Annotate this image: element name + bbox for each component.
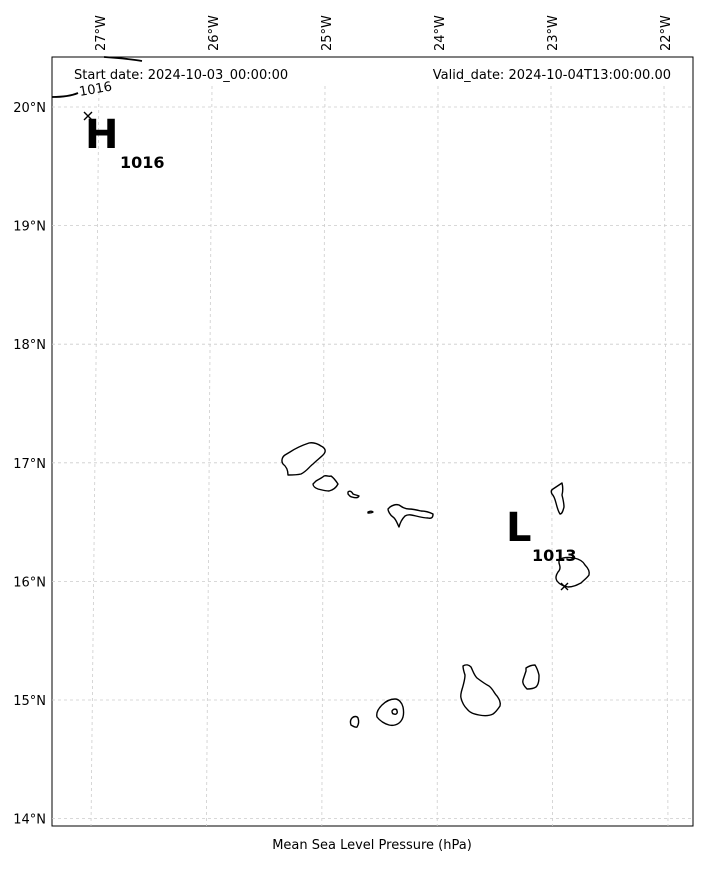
- longitude-tick-label: 24°W: [433, 15, 448, 51]
- coastlines: [281, 442, 590, 728]
- island-santa-luzia: [347, 490, 360, 499]
- latitude-tick-label: 15°N: [13, 694, 46, 709]
- isobar-label-1016: 1016: [78, 79, 113, 100]
- latitude-tick-labels: 20°N 19°N 18°N 17°N 16°N 15°N 14°N: [13, 101, 46, 828]
- low-pressure-value: 1013: [532, 546, 577, 565]
- graticule: [52, 85, 693, 827]
- island-boa-vista: [555, 556, 590, 588]
- island-sal: [550, 482, 565, 515]
- longitude-tick-label: 26°W: [207, 15, 222, 51]
- low-pressure-letter: L: [506, 505, 532, 551]
- island-brava: [349, 715, 360, 728]
- isobar-line-upper: [103, 56, 143, 62]
- high-center-marker: [83, 111, 93, 121]
- high-pressure-letter: H: [85, 112, 118, 158]
- isobar-line-left: [51, 92, 79, 98]
- longitude-tick-label: 25°W: [320, 15, 335, 51]
- low-pressure-center: L 1013: [506, 505, 577, 591]
- high-pressure-value: 1016: [120, 153, 165, 172]
- latitude-tick-label: 19°N: [13, 220, 46, 235]
- island-sao-vicente: [312, 475, 339, 492]
- island-sao-nicolau: [387, 503, 434, 528]
- island-branco: [367, 510, 374, 514]
- island-maio: [522, 664, 540, 690]
- isobar-1016: 1016: [51, 56, 143, 100]
- latitude-tick-label: 17°N: [13, 457, 46, 472]
- island-fogo: [376, 698, 405, 727]
- latitude-tick-label: 20°N: [13, 101, 46, 116]
- latitude-tick-label: 14°N: [13, 813, 46, 828]
- longitude-tick-labels: 27°W 26°W 25°W 24°W 23°W 22°W: [94, 15, 674, 51]
- longitude-tick-label: 27°W: [94, 15, 109, 51]
- map-frame: [51, 56, 694, 827]
- valid-date-label: Valid_date: 2024-10-04T13:00:00.00: [433, 68, 671, 83]
- start-date-label: Start date: 2024-10-03_00:00:00: [74, 68, 288, 83]
- map-caption: Mean Sea Level Pressure (hPa): [272, 838, 472, 853]
- fogo-crater: [391, 708, 398, 715]
- latitude-tick-label: 16°N: [13, 575, 46, 590]
- low-center-marker: [560, 582, 569, 591]
- island-santiago: [460, 664, 501, 717]
- high-pressure-center: H 1016: [83, 111, 165, 172]
- latitude-tick-label: 18°N: [13, 338, 46, 353]
- longitude-tick-label: 22°W: [659, 15, 674, 51]
- longitude-tick-label: 23°W: [546, 15, 561, 51]
- island-santo-antao: [281, 442, 326, 476]
